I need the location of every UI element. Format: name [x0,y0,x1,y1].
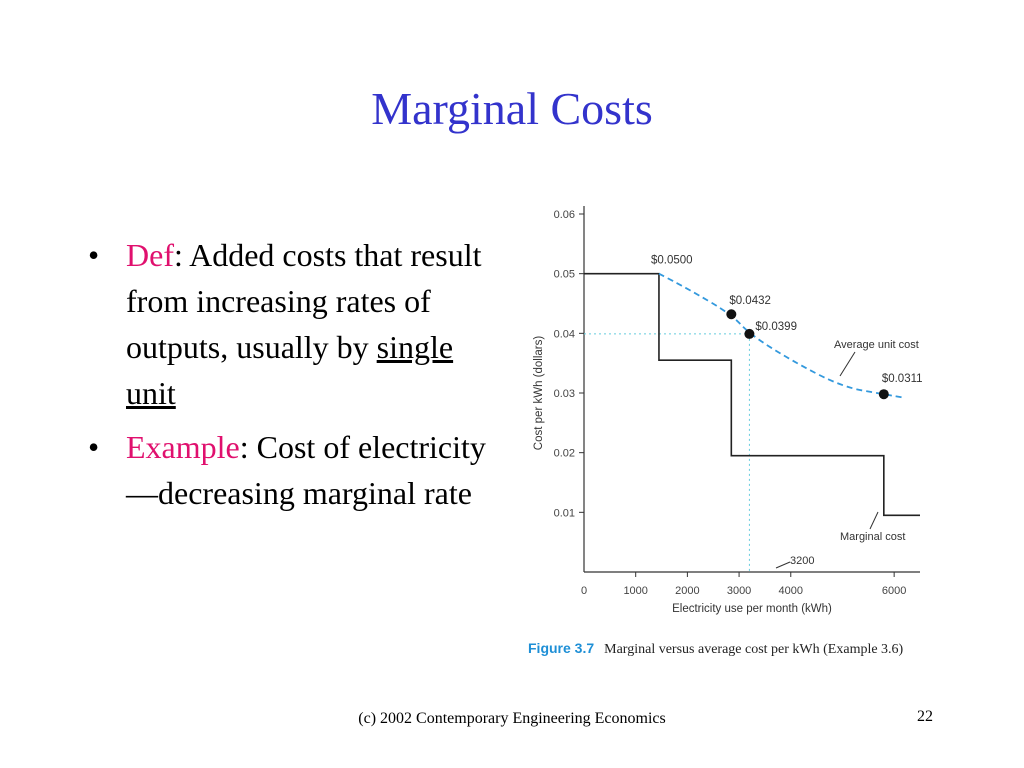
x-tick-label: 6000 [882,585,906,597]
footer-text: (c) 2002 Contemporary Engineering Econom… [358,710,666,727]
annotation-pointer [839,351,856,377]
x-tick-label: 2000 [675,585,699,597]
x-tick-label: 3000 [727,585,751,597]
y-tick-label: 0.04 [554,328,575,340]
annotation-pointer [869,511,879,530]
annotation-start-value: $0.0500 [651,255,693,267]
example-text: : Cost of electricity—decreasing margina… [126,429,486,511]
x-tick-label: 4000 [779,585,803,597]
y-axis-label: Cost per kWh (dollars) [533,336,545,451]
slide-title: Marginal Costs [371,83,653,134]
term-def: Def [126,237,174,273]
figure-label: Figure 3.7 [528,640,595,656]
bullet-example: Example: Cost of electricity—decreasing … [88,424,488,516]
data-point [878,389,889,400]
page-number: 22 [917,708,933,725]
data-point-label: $0.0432 [729,295,771,307]
data-point [726,309,737,320]
x-tick-label: 1000 [623,585,647,597]
annotation-3200: 3200 [790,555,814,567]
data-point-label: $0.0399 [755,321,797,333]
x-axis-label: Electricity use per month (kWh) [672,603,832,615]
term-example: Example [126,429,240,465]
cost-chart-svg: 0.01 0.02 0.03 0.04 0.05 0.06 0 1000 2000 3000 400… [533,206,923,615]
bullet-definition: Def: Added costs that result from increa… [88,232,488,416]
data-point-label: $0.0311 [882,373,923,385]
y-tick-label: 0.02 [554,448,575,460]
y-tick-label: 0.06 [554,209,575,221]
bullet-list: Def: Added costs that result from increa… [88,232,488,524]
series-average-unit-cost [658,272,905,399]
x-tick-label: 0 [581,585,587,597]
series-marginal-cost [584,272,920,517]
annotation-pointer [775,561,791,569]
figure-caption-text: Marginal versus average cost per kWh (Ex… [604,642,904,657]
data-point [744,328,755,339]
y-tick-label: 0.01 [554,507,575,519]
y-tick-label: 0.03 [554,388,575,400]
definition-text: : Added costs that result from increasin… [126,237,482,365]
annotation-marginal-cost: Marginal cost [840,531,905,543]
y-tick-label: 0.05 [554,269,575,281]
annotation-average-unit-cost: Average unit cost [834,339,919,351]
cost-chart: 0.01 0.02 0.03 0.04 0.05 0.06 0 1000 2000 3000 400… [500,190,930,670]
figure-caption: Figure 3.7 Marginal versus average cost p… [528,640,948,658]
definition-underlined: single unit [126,329,454,411]
